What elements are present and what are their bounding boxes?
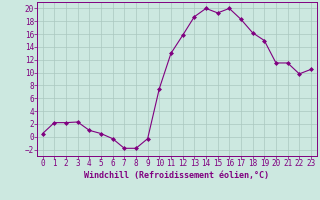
X-axis label: Windchill (Refroidissement éolien,°C): Windchill (Refroidissement éolien,°C) bbox=[84, 171, 269, 180]
